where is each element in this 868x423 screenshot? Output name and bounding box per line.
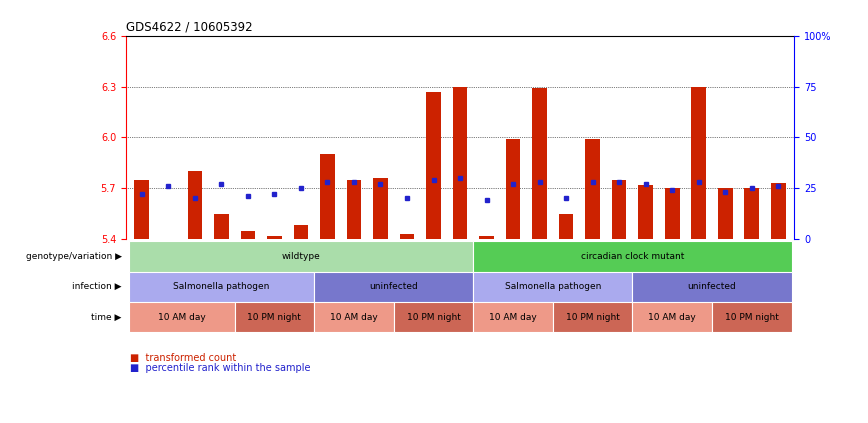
Bar: [473, 302, 553, 332]
Text: 10 AM day: 10 AM day: [490, 313, 537, 322]
Text: ■  transformed count: ■ transformed count: [130, 353, 236, 363]
Bar: [473, 241, 792, 272]
Text: 10 AM day: 10 AM day: [648, 313, 696, 322]
Text: genotype/variation ▶: genotype/variation ▶: [25, 252, 122, 261]
Bar: [506, 139, 521, 239]
Bar: [320, 154, 335, 239]
Bar: [346, 180, 361, 239]
Text: 10 PM night: 10 PM night: [566, 313, 620, 322]
Bar: [240, 231, 255, 239]
Bar: [314, 302, 394, 332]
Text: Salmonella pathogen: Salmonella pathogen: [504, 282, 601, 291]
Text: infection ▶: infection ▶: [72, 282, 122, 291]
Bar: [585, 139, 600, 239]
Text: 10 AM day: 10 AM day: [330, 313, 378, 322]
Bar: [553, 302, 633, 332]
Bar: [692, 87, 706, 239]
Bar: [638, 185, 653, 239]
Text: circadian clock mutant: circadian clock mutant: [581, 252, 684, 261]
Bar: [559, 214, 574, 239]
Bar: [314, 272, 473, 302]
Bar: [373, 178, 388, 239]
Text: uninfected: uninfected: [687, 282, 736, 291]
Bar: [532, 88, 547, 239]
Bar: [473, 272, 633, 302]
Text: GDS4622 / 10605392: GDS4622 / 10605392: [126, 20, 253, 33]
Bar: [612, 180, 627, 239]
Bar: [479, 236, 494, 239]
Bar: [771, 183, 786, 239]
Bar: [394, 302, 473, 332]
Bar: [633, 302, 712, 332]
Bar: [128, 302, 234, 332]
Text: 10 PM night: 10 PM night: [725, 313, 779, 322]
Bar: [745, 188, 760, 239]
Bar: [399, 234, 414, 239]
Bar: [234, 302, 314, 332]
Bar: [187, 171, 202, 239]
Text: time ▶: time ▶: [91, 313, 122, 322]
Text: uninfected: uninfected: [370, 282, 418, 291]
Bar: [293, 225, 308, 239]
Bar: [135, 180, 149, 239]
Text: 10 PM night: 10 PM night: [406, 313, 460, 322]
Bar: [128, 241, 473, 272]
Bar: [214, 214, 228, 239]
Text: wildtype: wildtype: [281, 252, 320, 261]
Text: 10 AM day: 10 AM day: [158, 313, 206, 322]
Bar: [665, 188, 680, 239]
Bar: [633, 272, 792, 302]
Bar: [712, 302, 792, 332]
Text: 10 PM night: 10 PM night: [247, 313, 301, 322]
Text: ■  percentile rank within the sample: ■ percentile rank within the sample: [130, 363, 311, 374]
Bar: [128, 272, 314, 302]
Bar: [453, 87, 467, 239]
Bar: [718, 188, 733, 239]
Text: Salmonella pathogen: Salmonella pathogen: [173, 282, 270, 291]
Bar: [267, 236, 282, 239]
Bar: [426, 92, 441, 239]
